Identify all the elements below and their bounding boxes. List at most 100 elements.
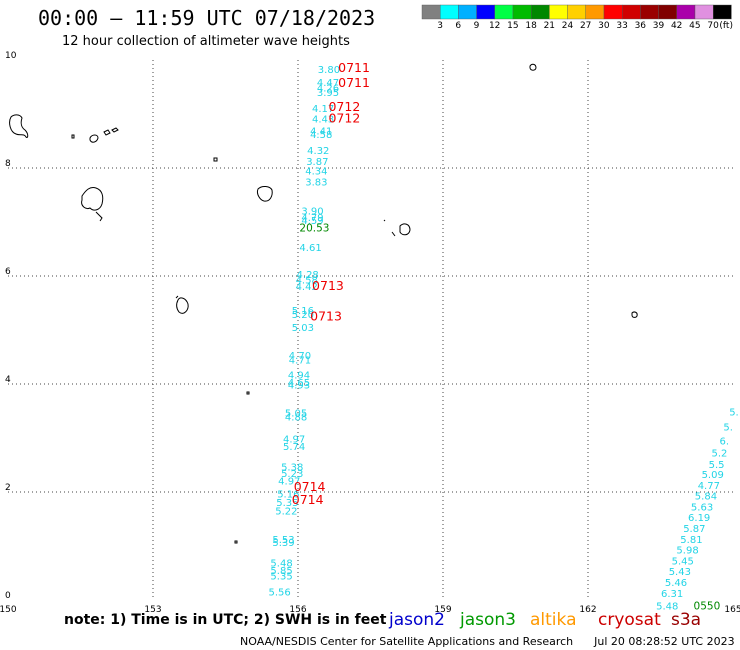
wave-height-value: 5.81 — [680, 535, 702, 546]
observations-cyan: 3.804.474.263.954.174.434.414.584.323.87… — [269, 65, 739, 613]
wave-height-value: 4.42 — [296, 282, 318, 293]
observation-time: 0713 — [310, 308, 342, 323]
wave-height-value: 4.28 — [297, 270, 319, 281]
observation-time: 0714 — [294, 479, 326, 494]
wave-height-value: 3.90 — [301, 206, 323, 217]
wave-height-value: 4.41 — [310, 127, 332, 138]
wave-height-value: 5.03 — [292, 323, 314, 334]
wave-height-value: 5.48 — [656, 602, 678, 613]
wave-height-value: 5.20 — [292, 310, 314, 321]
y-tick-label: 4 — [5, 375, 11, 385]
wave-height-value: 4.79 — [301, 213, 323, 224]
observation-time: 0714 — [292, 492, 324, 507]
observation-time: 0712 — [328, 99, 360, 114]
x-tick-label: 156 — [289, 605, 306, 615]
wave-height-value: 3.80 — [318, 65, 340, 76]
legend-note: note: 1) Time is in UTC; 2) SWH is in fe… — [64, 612, 387, 628]
wave-height-value: 5.87 — [683, 524, 705, 535]
island-outline — [103, 127, 119, 136]
colorbar-label: 33 — [616, 21, 628, 31]
x-tick-label: 150 — [0, 605, 17, 615]
wave-height-value: 4.70 — [289, 351, 311, 362]
observation-time: 0711 — [338, 60, 370, 75]
island-outline — [631, 311, 638, 318]
island-outline — [9, 114, 29, 138]
wave-height-value: 4.32 — [307, 146, 329, 157]
credit-text: NOAA/NESDIS Center for Satellite Applica… — [240, 635, 574, 648]
y-tick-label: 8 — [5, 159, 11, 169]
wave-height-value: 5.63 — [691, 502, 713, 513]
colorbar-swatch — [713, 4, 732, 20]
wave-height-value: 5.85 — [270, 566, 292, 577]
wave-height-value: 5.84 — [695, 492, 717, 503]
wave-height-value: 4.26 — [317, 83, 339, 94]
wave-height-value: 4.47 — [317, 78, 339, 89]
colorbar-label: 12 — [488, 21, 501, 31]
wave-height-value: 5.2 — [712, 448, 728, 459]
wave-height-value-green: 0550 — [694, 601, 721, 613]
satellite-legend-jason2: jason2 — [389, 610, 445, 630]
colorbar-label: 9 — [473, 21, 480, 31]
y-tick-label: 10 — [5, 51, 17, 61]
colorbar-label: 15 — [507, 21, 519, 31]
graticule — [8, 60, 733, 600]
wave-height-value: 6. — [720, 436, 730, 447]
x-tick-label: 165 — [724, 605, 740, 615]
wave-height-value: 6.19 — [688, 513, 710, 524]
colorbar-label: 18 — [525, 21, 537, 31]
wave-height-value: 5.74 — [283, 442, 305, 453]
wave-height-value: 4.97 — [278, 476, 300, 487]
generated-timestamp: Jul 20 08:28:52 UTC 2023 — [594, 635, 735, 648]
wave-height-value: 4.94 — [288, 371, 310, 382]
wave-height-value: 5.16 — [277, 489, 299, 500]
observation-time: 0713 — [312, 278, 344, 293]
wave-height-value: 4.58 — [296, 276, 318, 287]
colorbar-label: 30 — [598, 21, 610, 31]
observation-time: 0711 — [338, 75, 370, 90]
colorbar — [421, 4, 732, 20]
wave-height-value: 4.59 — [301, 216, 323, 227]
wave-height-value: 5.23 — [281, 469, 303, 480]
y-tick-label: 2 — [5, 483, 11, 493]
wave-height-value: 4.43 — [312, 115, 334, 126]
wave-height-value: 5.39 — [272, 538, 294, 549]
wave-height-value: 5.05 — [285, 408, 307, 419]
wave-height-value: 5.43 — [669, 567, 691, 578]
wave-height-value: 5.38 — [281, 462, 303, 473]
colorbar-label: 39 — [652, 21, 665, 31]
wave-height-value: 3.95 — [317, 88, 339, 99]
wave-height-value: 5.48 — [270, 559, 292, 570]
island-outline — [383, 219, 411, 237]
page-subtitle: 12 hour collection of altimeter wave hei… — [62, 34, 350, 49]
colorbar-label: 27 — [579, 21, 592, 31]
colorbar-label: 21 — [543, 21, 556, 31]
wave-height-value: 5.56 — [269, 588, 291, 599]
wave-height-value: 3.83 — [305, 177, 327, 188]
wave-height-value: 5. — [729, 407, 739, 418]
wave-height-value: 4.71 — [289, 355, 311, 366]
y-tick-label: 0 — [5, 591, 11, 601]
y-tick-label: 6 — [5, 267, 11, 277]
colorbar-label: 70 — [707, 21, 719, 31]
wave-height-value: 4.88 — [285, 413, 307, 424]
island-outline — [89, 134, 99, 143]
wave-height-value: 5.46 — [665, 578, 687, 589]
observation-time: 0712 — [328, 111, 360, 126]
page-title: 00:00 – 11:59 UTC 07/18/2023 — [38, 6, 376, 30]
island-outlines — [9, 63, 638, 544]
satellite-legend-jason3: jason3 — [460, 610, 516, 630]
satellite-legend-cryosat: cryosat — [598, 610, 661, 630]
colorbar-label: 36 — [634, 21, 647, 31]
island-outline — [175, 295, 189, 314]
wave-height-value: 6.31 — [661, 589, 683, 600]
wave-height-value: 5.22 — [275, 507, 297, 518]
axis-ticks: 150 153 156 159 162 165 0 2 4 6 8 10 — [0, 51, 740, 615]
wave-height-value: 5.09 — [702, 470, 724, 481]
colorbar-label: (ft) — [719, 21, 733, 31]
colorbar-label: 45 — [689, 21, 701, 31]
island-outline — [257, 186, 273, 202]
island-outline — [71, 134, 75, 139]
island-outline — [213, 157, 218, 162]
satellite-legend-s3a: s3a — [671, 610, 702, 630]
